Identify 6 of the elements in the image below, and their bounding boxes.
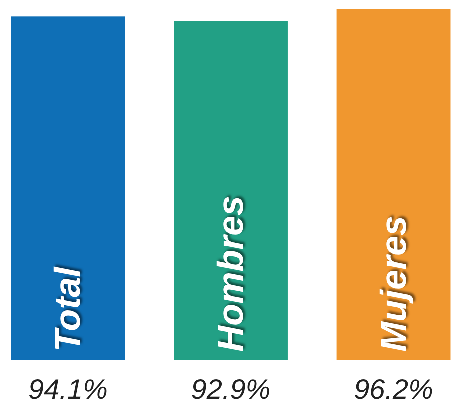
data-label: 94.1% [28, 374, 108, 405]
data-label: 92.9% [191, 374, 271, 405]
data-label: 96.2% [354, 374, 434, 405]
x-tick-label: Mujeres [372, 216, 414, 352]
x-tick-label: Total [47, 266, 88, 352]
x-tick-label: Hombres [210, 196, 251, 352]
